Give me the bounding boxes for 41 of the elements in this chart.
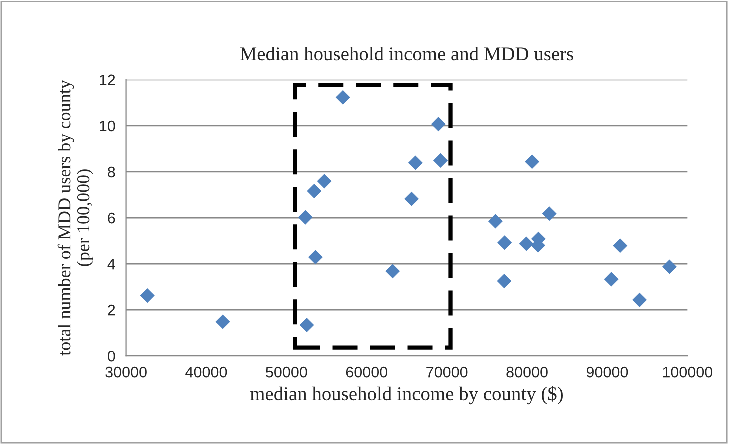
x-tick-label: 70000: [426, 366, 468, 378]
point: [662, 260, 677, 274]
y-tick-label: 0: [108, 350, 116, 362]
point: [216, 314, 230, 330]
point: [308, 250, 323, 265]
y-tick-label: 4: [108, 259, 116, 270]
point: [632, 292, 648, 308]
x-axis-title: median household income by county ($): [250, 386, 563, 405]
point: [497, 274, 512, 289]
x-tick-label: 100000: [663, 366, 713, 378]
point: [542, 206, 557, 222]
y-tick-label: 12: [100, 74, 116, 86]
point: [307, 184, 322, 199]
point: [488, 214, 503, 229]
point: [140, 288, 155, 304]
y-tick-label: 2: [108, 304, 116, 316]
point: [408, 156, 423, 170]
y-tick-label: 8: [108, 166, 116, 178]
chart-title: Median household income and MDD users: [240, 46, 574, 61]
x-tick-label: 80000: [506, 366, 548, 378]
point: [386, 264, 400, 279]
point: [433, 153, 448, 168]
point: [431, 117, 446, 132]
x-tick-label: 90000: [586, 366, 628, 378]
y-tick-label: 6: [108, 212, 116, 224]
point: [300, 318, 314, 333]
point: [498, 236, 512, 250]
x-tick-label: 40000: [186, 366, 228, 378]
y-tick-label: 10: [100, 120, 116, 132]
y-axis-title: total number of MDD users by county (per 100,000): [58, 80, 94, 356]
point: [525, 154, 540, 170]
point: [298, 210, 313, 225]
point: [404, 192, 420, 206]
point: [613, 238, 628, 254]
point: [604, 272, 619, 287]
point: [336, 90, 350, 105]
point: [317, 174, 332, 189]
x-tick-label: 50000: [266, 366, 308, 378]
point: [519, 236, 534, 252]
x-tick-label: 30000: [106, 366, 147, 378]
x-tick-label: 60000: [346, 366, 388, 378]
